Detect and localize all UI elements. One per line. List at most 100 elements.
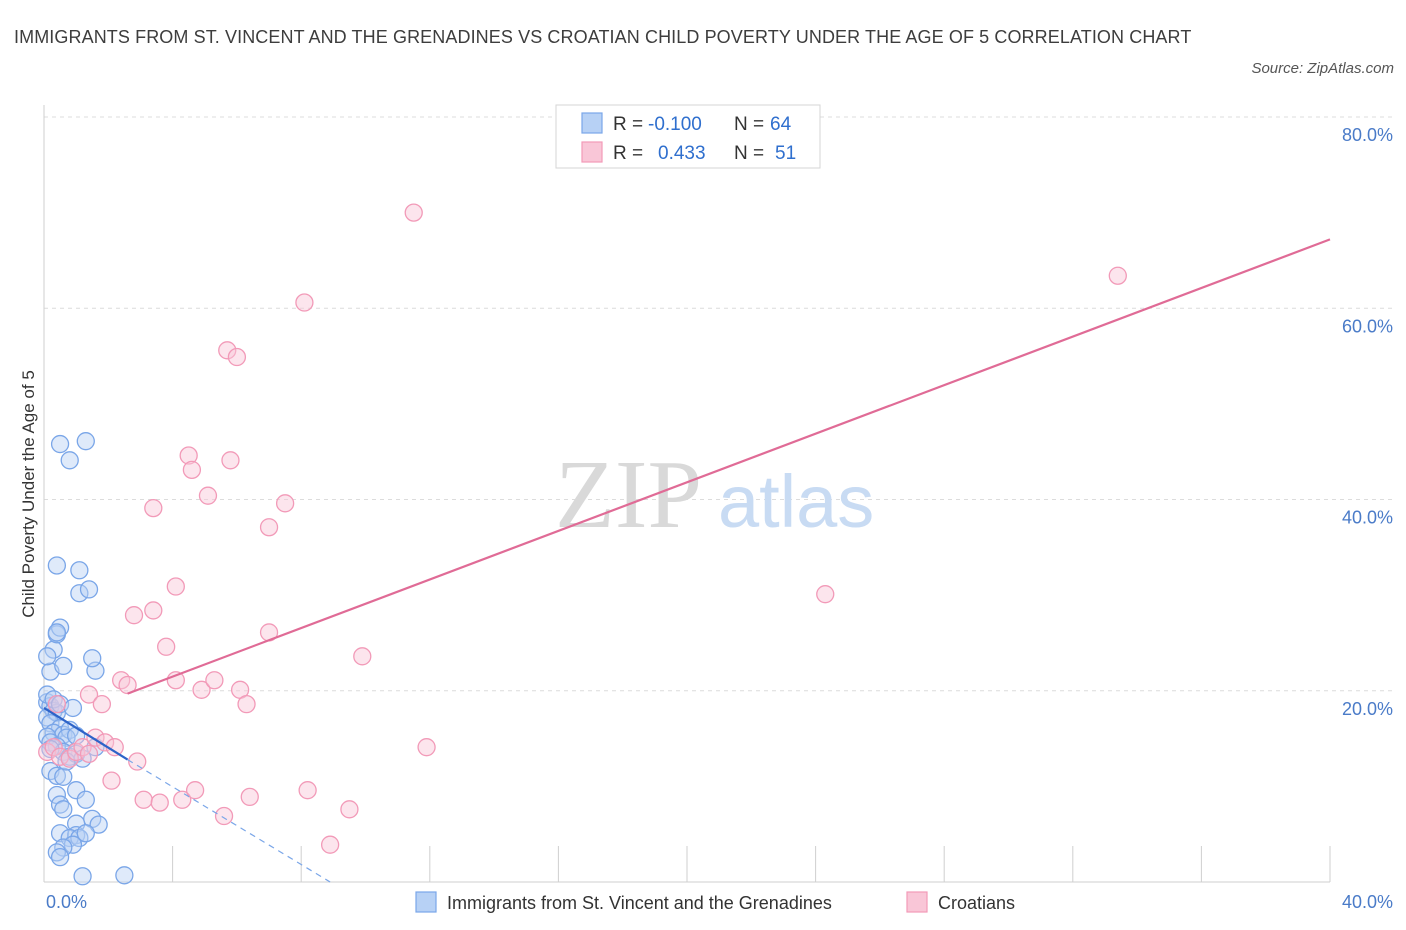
blue-point-32 — [79, 580, 99, 599]
legend-n-label-1: N = — [734, 114, 764, 135]
series-legend-swatch-blue — [415, 891, 437, 913]
pink-point-49 — [816, 585, 835, 604]
pink-point-48 — [404, 203, 423, 222]
pink-point-12 — [92, 694, 112, 714]
pink-point-8 — [95, 733, 115, 752]
pink-point-11 — [79, 685, 99, 704]
pink-point-3 — [60, 749, 79, 768]
pink-point-21 — [185, 781, 205, 800]
pink-point-39 — [179, 446, 198, 465]
blue-point-27 — [83, 649, 102, 668]
pink-point-15 — [128, 752, 147, 771]
pink-point-26 — [237, 694, 256, 714]
series-legend-label-pink: Croatians — [938, 893, 1015, 913]
blue-point-49 — [89, 815, 108, 834]
blue-point-59 — [73, 867, 92, 886]
watermark-zip: ZIP — [555, 441, 702, 549]
pink-point-42 — [221, 451, 240, 470]
y-tick-label-2: 60.0% — [1342, 316, 1393, 336]
pink-point-6 — [79, 744, 99, 764]
y-tick-label-0: 20.0% — [1342, 699, 1393, 719]
pink-point-43 — [259, 518, 279, 537]
legend-n-value-1: 64 — [770, 114, 792, 135]
pink-point-31 — [340, 800, 359, 819]
pink-point-35 — [144, 601, 163, 620]
pink-point-34 — [124, 606, 144, 625]
blue-point-30 — [47, 623, 67, 642]
legend-r-value-1: -0.100 — [648, 114, 702, 135]
pink-point-33 — [417, 738, 436, 757]
blue-point-58 — [50, 847, 70, 867]
pink-point-1 — [44, 738, 63, 757]
blue-point-5 — [41, 714, 60, 733]
pink-point-38 — [144, 498, 163, 518]
pink-point-17 — [134, 790, 153, 809]
blue-point-61 — [41, 739, 60, 759]
x-tick-label-0: 0.0% — [46, 892, 87, 912]
series-immigrants-points — [38, 432, 134, 886]
pink-point-10 — [47, 694, 67, 714]
blue-point-41 — [54, 767, 73, 786]
legend-n-value-2: 51 — [775, 143, 796, 164]
pink-point-47 — [295, 293, 314, 312]
trend-line-pink — [127, 238, 1331, 695]
x-tick-label-1: 40.0% — [1342, 892, 1393, 912]
blue-point-36 — [60, 451, 79, 470]
legend-r-label-1: R = — [613, 114, 643, 135]
pink-point-37 — [166, 577, 185, 596]
blue-point-34 — [47, 556, 67, 575]
pink-point-5 — [73, 738, 92, 757]
pink-point-36 — [157, 637, 176, 656]
grid-lines — [44, 116, 1394, 692]
blue-point-44 — [76, 790, 95, 809]
legend-n-label-2: N = — [734, 143, 764, 164]
y-tick-label-1: 40.0% — [1342, 508, 1393, 528]
watermark-atlas: atlas — [718, 460, 874, 543]
pink-point-24 — [214, 806, 234, 826]
trend-line-blue — [43, 707, 129, 761]
pink-point-45 — [218, 341, 237, 360]
blue-point-24 — [54, 656, 73, 676]
correlation-legend: R = -0.100 N = 64 R = 0.433 N = 51 — [555, 104, 821, 169]
blue-point-50 — [50, 824, 70, 843]
pink-point-29 — [298, 781, 317, 800]
blue-point-40 — [47, 766, 67, 786]
pink-point-27 — [240, 787, 259, 807]
pink-point-30 — [320, 835, 340, 854]
blue-point-35 — [50, 434, 70, 454]
series-croatians-points — [38, 203, 1127, 854]
series-legend: Immigrants from St. Vincent and the Gren… — [415, 891, 1015, 913]
blue-point-42 — [67, 781, 86, 800]
blue-point-60 — [115, 866, 134, 885]
pink-point-50 — [1108, 266, 1127, 285]
series-legend-label-blue: Immigrants from St. Vincent and the Gren… — [447, 893, 832, 913]
trend-lines — [43, 238, 1331, 883]
blue-point-46 — [54, 800, 73, 819]
blue-point-31 — [70, 584, 89, 603]
legend-swatch-blue — [581, 112, 603, 134]
chart-title: IMMIGRANTS FROM ST. VINCENT AND THE GREN… — [14, 27, 1192, 47]
pink-point-40 — [182, 460, 202, 480]
legend-swatch-pink — [581, 141, 603, 163]
source-label: Source: ZipAtlas.com — [1251, 60, 1394, 77]
y-axis-label: Child Poverty Under the Age of 5 — [19, 370, 38, 618]
axes — [43, 105, 1331, 883]
pink-point-32 — [353, 647, 372, 666]
legend-r-value-2: 0.433 — [658, 143, 706, 164]
blue-point-22 — [63, 698, 83, 718]
pink-point-23 — [205, 671, 224, 690]
pink-point-22 — [192, 680, 211, 699]
blue-point-37 — [76, 432, 95, 451]
y-tick-label-3: 80.0% — [1342, 125, 1393, 145]
blue-point-38 — [38, 647, 57, 666]
watermark: ZIP atlas — [555, 441, 874, 549]
x-tick-labels: 0.0% 40.0% — [46, 892, 1393, 912]
pink-point-41 — [198, 486, 218, 505]
pink-point-44 — [275, 494, 295, 513]
blue-point-26 — [44, 640, 63, 659]
legend-r-label-2: R = — [613, 143, 643, 164]
blue-point-54 — [76, 824, 95, 843]
series-legend-swatch-pink — [906, 891, 928, 913]
pink-point-18 — [150, 793, 169, 812]
